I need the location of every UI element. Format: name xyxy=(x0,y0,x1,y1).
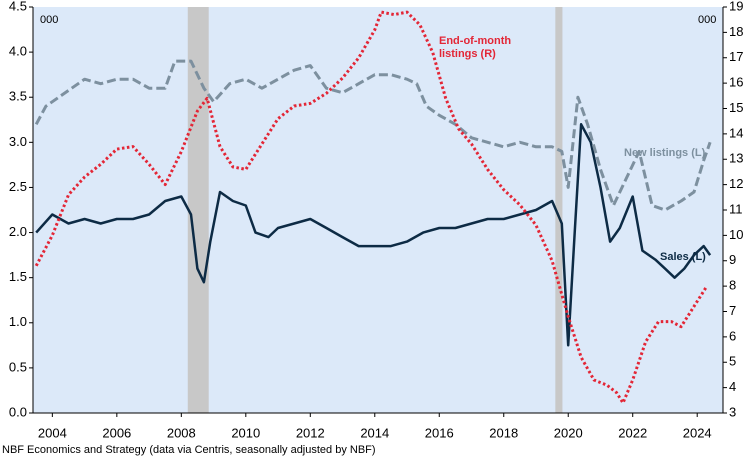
y2-tick-label: 16 xyxy=(729,75,743,90)
y-tick-label: 0.5 xyxy=(9,359,27,374)
y-tick-label: 2.0 xyxy=(9,224,27,239)
y-tick-label: 1.5 xyxy=(9,269,27,284)
y2-tick-label: 5 xyxy=(729,354,736,369)
source: NBF Economics and Strategy (data via Cen… xyxy=(2,444,376,456)
series-label: End-of-month listings (R) xyxy=(439,35,512,60)
series-line xyxy=(35,123,712,347)
x-tick-label: 2020 xyxy=(554,425,583,440)
y2-tick-label: 14 xyxy=(729,125,743,140)
y2-tick-label: 3 xyxy=(729,404,736,419)
y2-tick-label: 9 xyxy=(729,252,736,267)
y2-tick-label: 7 xyxy=(729,303,736,318)
y2-tick-label: 17 xyxy=(729,49,743,64)
y2-tick-label: 11 xyxy=(729,201,743,216)
x-tick-label: 2006 xyxy=(102,425,131,440)
y-tick-label: 3.5 xyxy=(9,89,27,104)
series-line xyxy=(34,10,709,405)
y-tick-label: 0.0 xyxy=(9,404,27,419)
y2-tick-label: 12 xyxy=(729,176,743,191)
x-tick-label: 2004 xyxy=(38,425,67,440)
y2-tick-label: 6 xyxy=(729,328,736,343)
shaded-period xyxy=(555,7,563,413)
y2-tick-label: 18 xyxy=(729,24,743,39)
x-tick-label: 2010 xyxy=(231,425,260,440)
y2-tick-label: 19 xyxy=(729,0,743,13)
x-tick-label: 2024 xyxy=(683,425,712,440)
y2-tick-label: 15 xyxy=(729,100,743,115)
y-tick-label: 1.0 xyxy=(9,314,27,329)
x-tick-label: 2014 xyxy=(360,425,389,440)
x-tick-label: 2012 xyxy=(296,425,325,440)
series-label: New listings (L) xyxy=(624,147,706,159)
y-tick-label: 4.0 xyxy=(9,44,27,59)
x-tick-label: 2018 xyxy=(489,425,518,440)
right-unit: 000 xyxy=(698,14,717,26)
series-line xyxy=(34,59,712,212)
y2-tick-label: 8 xyxy=(729,278,736,293)
x-tick-label: 2022 xyxy=(618,425,647,440)
x-tick-label: 2016 xyxy=(425,425,454,440)
y2-tick-label: 10 xyxy=(729,227,743,242)
plot-area xyxy=(33,7,723,413)
y-tick-label: 3.0 xyxy=(9,134,27,149)
left-unit: 000 xyxy=(40,14,59,26)
shaded-period xyxy=(187,7,209,413)
x-tick-label: 2008 xyxy=(167,425,196,440)
y2-tick-label: 4 xyxy=(729,379,736,394)
y2-tick-label: 13 xyxy=(729,151,743,166)
y-tick-label: 4.5 xyxy=(9,0,27,13)
series-label: Sales (L) xyxy=(660,251,706,263)
y-tick-label: 2.5 xyxy=(9,179,27,194)
